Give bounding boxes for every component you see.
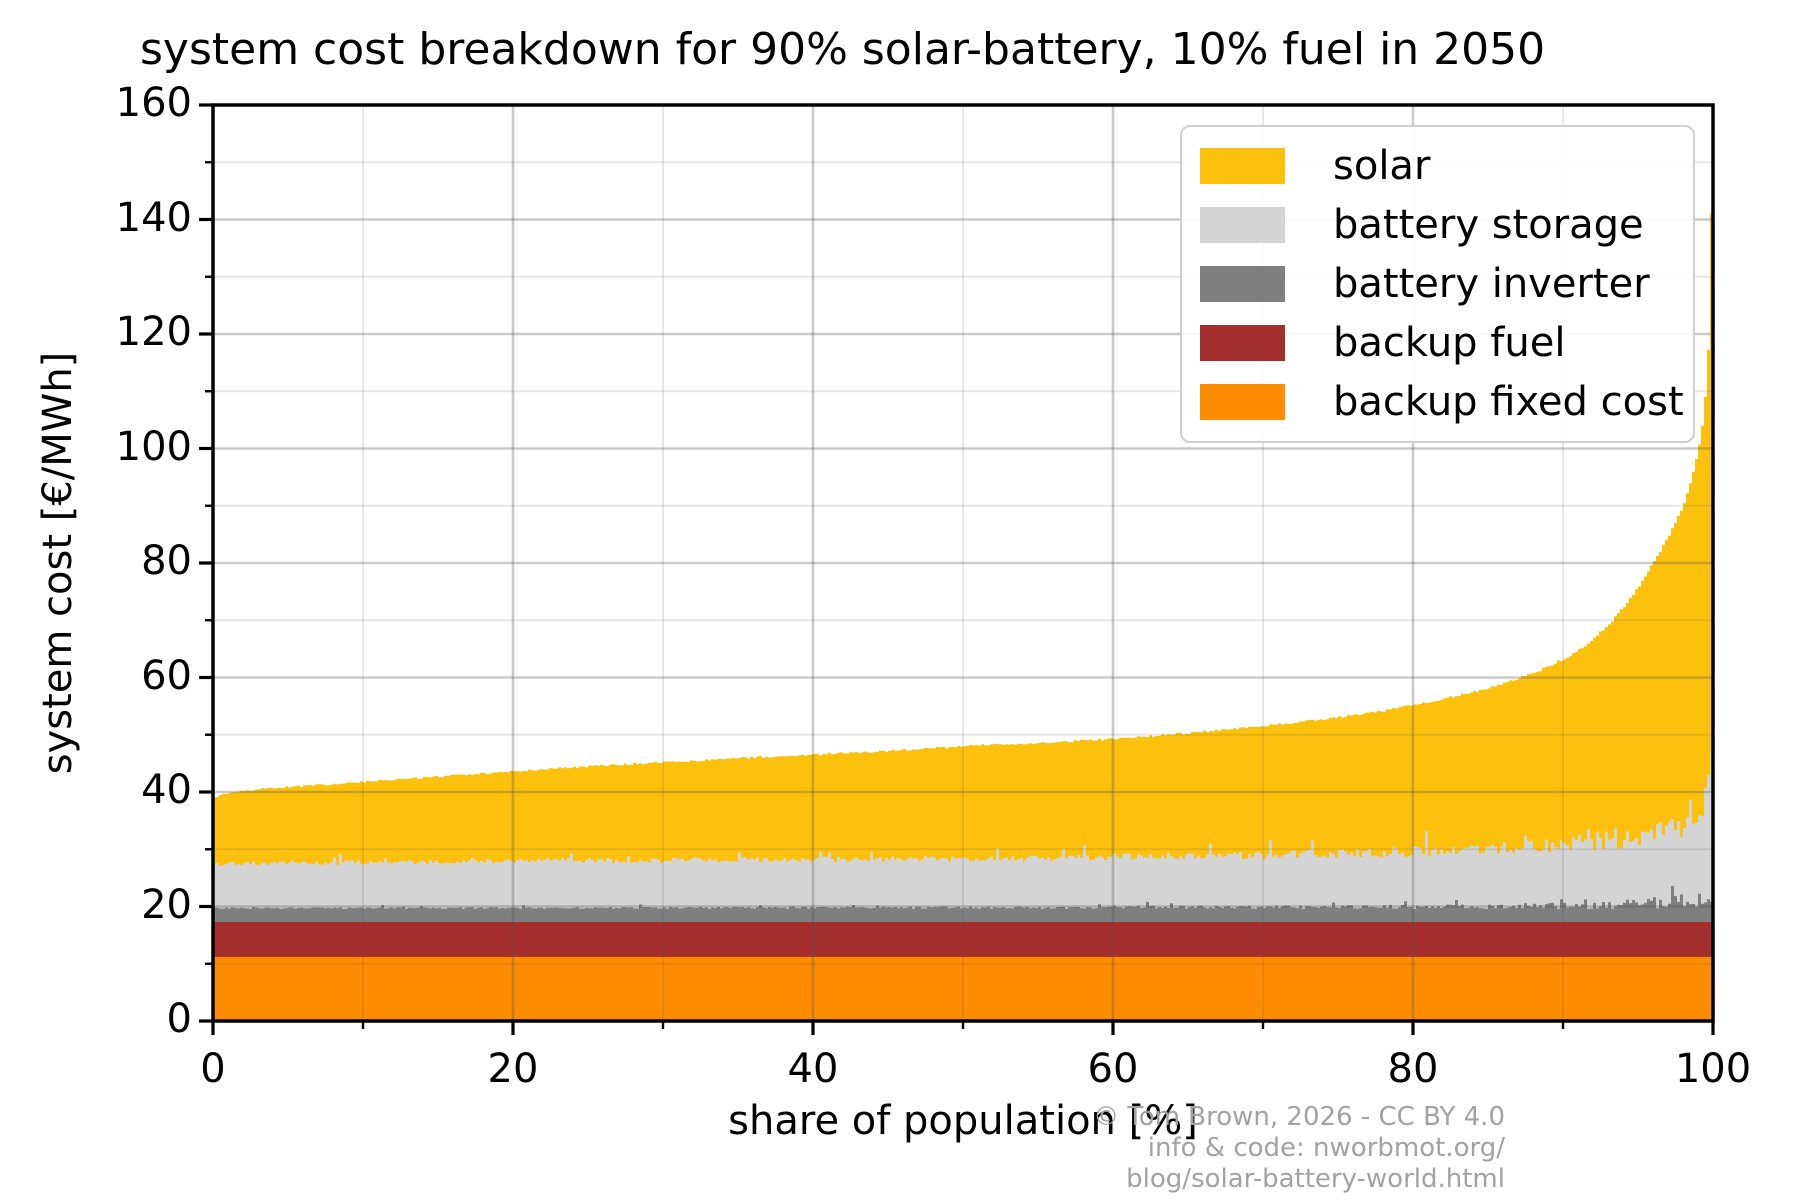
legend-label-battery-inverter: battery inverter	[1333, 260, 1650, 307]
legend-swatch-battery-storage	[1200, 207, 1285, 244]
y-axis-label: system cost [€/MWh]	[35, 351, 81, 775]
y-tick-label-0: 0	[166, 996, 192, 1042]
legend-label-backup-fixed-cost: backup fixed cost	[1333, 378, 1684, 425]
y-tick-label-140: 140	[115, 194, 192, 241]
x-tick-label-20: 20	[487, 1046, 539, 1092]
attribution-line-1: © Tom Brown, 2026 - CC BY 4.0	[1093, 1102, 1505, 1132]
legend-row-battery-inverter: battery inverter	[1200, 261, 1683, 307]
y-tick-label-60: 60	[141, 652, 192, 699]
y-tick-label-40: 40	[141, 767, 192, 813]
legend-swatch-battery-inverter	[1200, 265, 1285, 302]
legend: solar battery storage battery inverter back…	[1180, 125, 1695, 443]
legend-row-solar: solar	[1200, 143, 1683, 189]
legend-label-battery-storage: battery storage	[1333, 202, 1644, 249]
y-tick-label-80: 80	[141, 538, 192, 584]
legend-swatch-backup-fixed-cost	[1200, 383, 1285, 420]
legend-row-backup-fuel: backup fuel	[1200, 320, 1683, 366]
legend-swatch-solar	[1200, 148, 1285, 185]
y-tick-label-120: 120	[115, 309, 192, 355]
x-tick-label-100: 100	[1674, 1046, 1752, 1092]
area-solar	[213, 105, 1713, 1021]
x-tick-label-60: 60	[1087, 1046, 1139, 1092]
chart-title: system cost breakdown for 90% solar-batt…	[140, 24, 1546, 75]
legend-row-backup-fixed-cost: backup fixed cost	[1200, 378, 1684, 425]
attribution-line-3: blog/solar-battery-world.html	[1126, 1164, 1505, 1194]
x-tick-label-0: 0	[200, 1046, 226, 1092]
x-tick-label-80: 80	[1387, 1046, 1439, 1092]
y-tick-label-160: 160	[115, 80, 192, 126]
legend-row-battery-storage: battery storage	[1200, 202, 1683, 248]
area-backup-fixed-cost	[213, 956, 1713, 1021]
x-tick-label-40: 40	[787, 1046, 839, 1092]
y-tick-label-100: 100	[115, 423, 192, 470]
legend-label-backup-fuel: backup fuel	[1333, 319, 1566, 366]
attribution-line-2: info & code: nworbmot.org/	[1147, 1133, 1505, 1163]
x-axis-label: share of population [%]	[728, 1098, 1198, 1144]
attribution: © Tom Brown, 2026 - CC BY 4.0 info & cod…	[1093, 1102, 1505, 1195]
legend-label-solar: solar	[1333, 143, 1431, 190]
y-tick-label-20: 20	[141, 881, 192, 928]
legend-swatch-backup-fuel	[1200, 324, 1285, 361]
